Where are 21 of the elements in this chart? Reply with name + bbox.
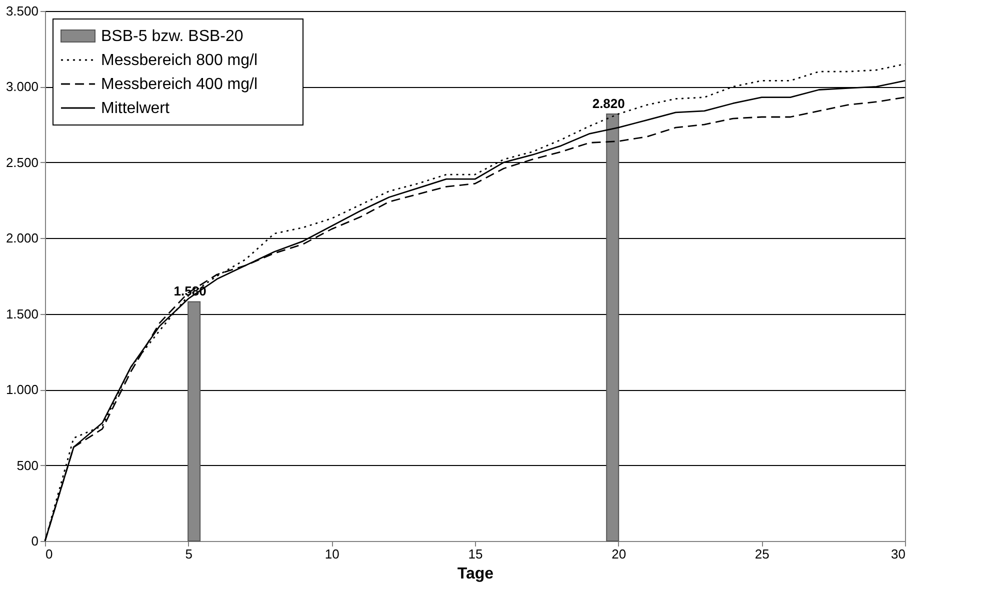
y-tick-label: 1.500 — [6, 306, 38, 322]
x-tick-label: 30 — [891, 546, 906, 562]
x-tick-label: 10 — [324, 546, 340, 562]
x-tick-label: 25 — [754, 546, 770, 562]
legend-label: BSB-5 bzw. BSB-20 — [101, 28, 244, 45]
x-tick-label: 20 — [612, 546, 626, 562]
y-tick-label: 2.000 — [6, 230, 38, 246]
data-label: 2.820 — [592, 96, 625, 111]
y-tick-label: 2.500 — [6, 154, 38, 170]
legend-label: Messbereich 800 mg/l — [101, 52, 258, 69]
x-tick-label: 15 — [468, 546, 483, 562]
x-tick-label: 0 — [46, 546, 53, 562]
y-tick-label: 3.000 — [6, 79, 38, 94]
legend-label: Messbereich 400 mg/l — [101, 76, 258, 93]
x-axis-title: Tage — [457, 566, 494, 582]
y-tick-label: 3.500 — [6, 4, 38, 18]
y-tick-label: 1.000 — [6, 382, 38, 398]
legend-label: Mittelwert — [101, 100, 170, 117]
y-tick-label: 0 — [31, 534, 38, 548]
x-tick-label: 5 — [185, 546, 192, 562]
y-tick-label: 500 — [16, 458, 38, 473]
